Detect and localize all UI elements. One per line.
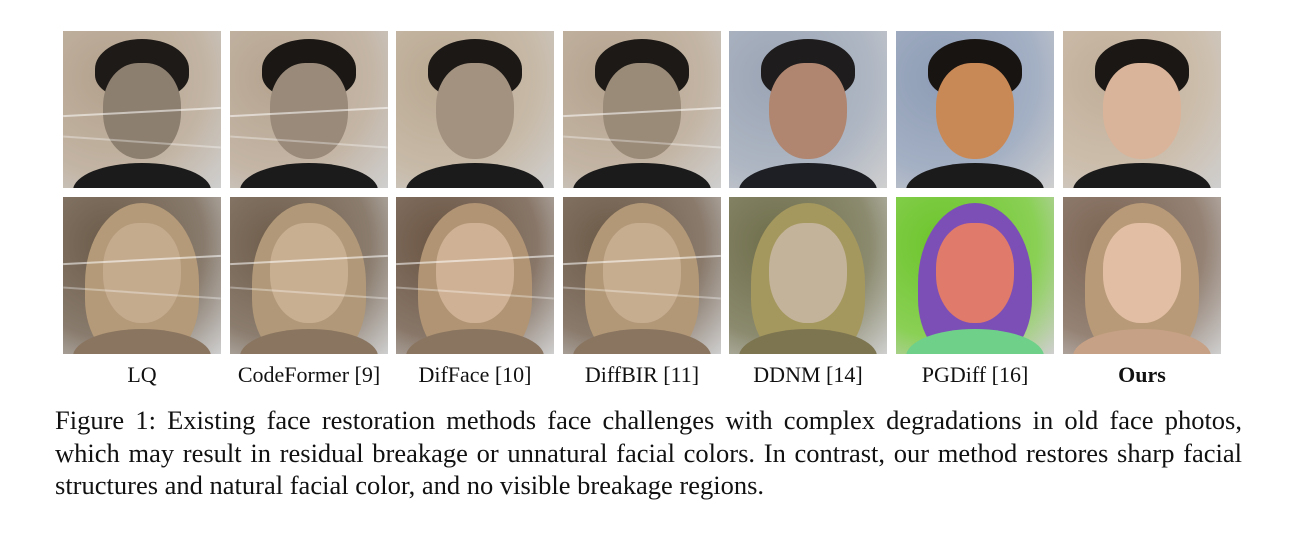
face bbox=[769, 63, 847, 159]
face bbox=[769, 223, 847, 323]
face-image-ours-row-1 bbox=[1063, 31, 1221, 188]
method-label: Ours bbox=[1118, 362, 1166, 387]
shoulders bbox=[906, 163, 1044, 188]
face bbox=[1103, 63, 1181, 159]
shoulders bbox=[739, 163, 877, 188]
face-image-lq-row-2 bbox=[63, 197, 221, 354]
face bbox=[1103, 223, 1181, 323]
face-image-codeformer-9-row-2 bbox=[230, 197, 388, 354]
face-image-pgdiff-16-row-1 bbox=[896, 31, 1054, 188]
method-label: DiffBIR [11] bbox=[584, 362, 700, 387]
face bbox=[936, 63, 1014, 159]
face bbox=[103, 223, 181, 323]
face-image-codeformer-9-row-1 bbox=[230, 31, 388, 188]
method-label: CodeFormer [9] bbox=[237, 362, 381, 387]
face-image-diffbir-11-row-1 bbox=[563, 31, 721, 188]
face-image-lq-row-1 bbox=[63, 31, 221, 188]
shoulders bbox=[73, 163, 211, 188]
method-label: PGDiff [16] bbox=[921, 362, 1029, 387]
method-label: LQ bbox=[127, 362, 157, 387]
face-image-pgdiff-16-row-2 bbox=[896, 197, 1054, 354]
face-image-ours-row-2 bbox=[1063, 197, 1221, 354]
face bbox=[436, 223, 514, 323]
figure-caption: Figure 1: Existing face restoration meth… bbox=[55, 405, 1242, 500]
shoulders bbox=[1073, 163, 1211, 188]
face bbox=[936, 223, 1014, 323]
face-image-diffbir-11-row-2 bbox=[563, 197, 721, 354]
method-label: DDNM [14] bbox=[753, 362, 863, 387]
face-image-difface-10-row-1 bbox=[396, 31, 554, 188]
face-image-difface-10-row-2 bbox=[396, 197, 554, 354]
face bbox=[436, 63, 514, 159]
shoulders bbox=[406, 163, 544, 188]
face bbox=[270, 223, 348, 323]
face bbox=[603, 223, 681, 323]
shoulders bbox=[573, 163, 711, 188]
face-image-ddnm-14-row-2 bbox=[729, 197, 887, 354]
method-label: DifFace [10] bbox=[418, 362, 532, 387]
shoulders bbox=[240, 163, 378, 188]
face-image-ddnm-14-row-1 bbox=[729, 31, 887, 188]
